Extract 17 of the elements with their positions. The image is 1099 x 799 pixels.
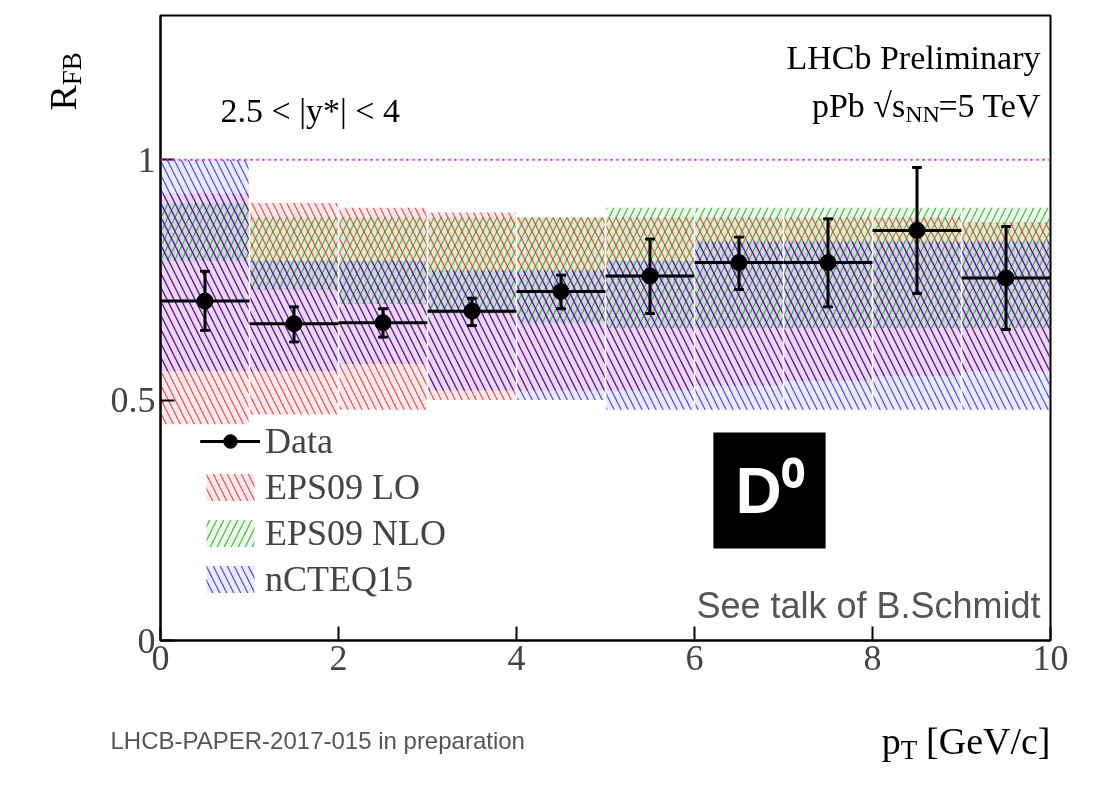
x-tick-label: 2 [329,637,348,678]
x-tick-label: 6 [685,637,704,678]
annotation: 2.5 < |y*| < 4 [220,92,400,129]
x-tick-label: 4 [507,637,526,678]
legend-label: EPS09 LO [265,466,421,508]
y-tick-label: 0.5 [110,380,156,421]
annotation: LHCb Preliminary [786,39,1041,76]
legend-label: Data [265,420,333,462]
legend-label: nCTEQ15 [265,558,413,600]
y-axis-title: RFB [41,52,87,111]
annotation: D⁰ [735,454,805,527]
x-tick-label: 10 [1032,637,1069,678]
legend-label: EPS09 NLO [265,512,447,554]
text: LHCB-PAPER-2017-015 in preparation [110,727,525,754]
annotation: See talk of B.Schmidt [696,585,1041,626]
y-tick-label: 1 [137,139,156,180]
x-tick-label: 8 [863,637,882,678]
